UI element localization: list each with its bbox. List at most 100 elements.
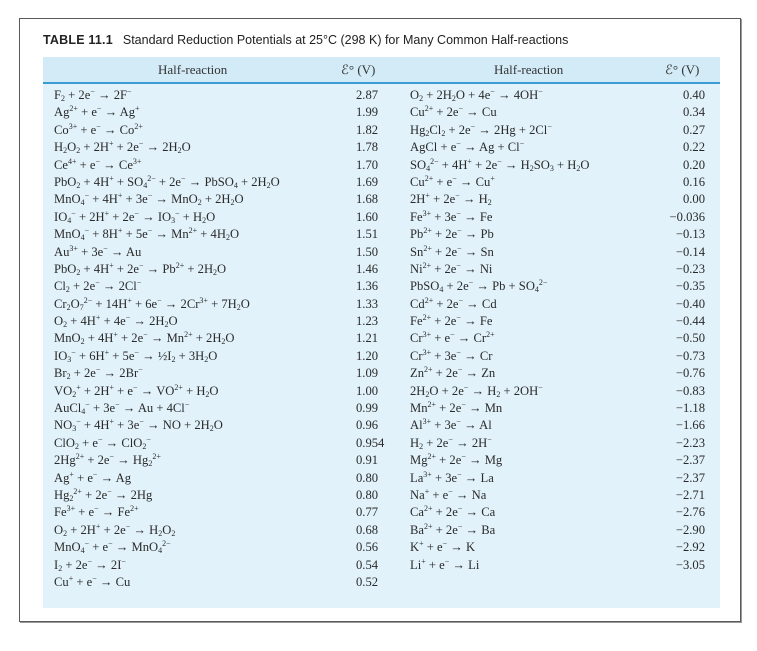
potential-cell: −2.76 [675,505,705,520]
potential-cell: 0.16 [682,174,705,189]
potential-cell: −2.92 [675,540,705,555]
half-reaction-cell: K+ + e− → K [410,539,476,555]
potential-cell: 1.50 [356,244,379,259]
table-row: Cu+ + e− → Cu 0.52 [43,574,720,591]
potential-cell: −2.37 [675,470,705,485]
half-reaction-cell: Sn2+ + 2e− → Sn [410,243,494,259]
table-row: VO2+ + 2H+ + e− → VO2+ + H2O 1.00 2H2O + 2… [43,383,720,400]
table-row: Co3+ + e− → Co2+ 1.82 Hg2Cl2 + 2e− → 2Hg +… [43,122,720,139]
potential-cell: 1.99 [356,105,379,120]
potential-cell: −0.76 [675,366,705,381]
table-row: Hg22+ + 2e− → 2Hg 0.80 Na+ + e− → Na −2.71 [43,487,720,504]
potential-cell: 0.99 [356,401,379,416]
table-number: TABLE 11.1 [43,33,113,47]
table-row: Br2 + 2e− → 2Br− 1.09 Zn2+ + 2e− → Zn −0.76 [43,365,720,382]
potential-cell: 0.80 [356,470,379,485]
potential-cell: 0.34 [682,105,705,120]
half-reaction-cell: MnO4− + e− → MnO42− [54,539,171,556]
potential-cell: −0.83 [675,383,705,398]
potential-cell: 0.22 [682,140,705,155]
header-potential-left: ℰ° (V) [341,62,376,77]
potential-cell: 1.00 [356,383,379,398]
table-row: 2Hg2+ + 2e− → Hg22+ 0.91 Mg2+ + 2e− → Mg −2… [43,452,720,469]
half-reaction-cell: O2 + 4H+ + 4e− → 2H2O [54,313,178,330]
table-row: F2 + 2e− → 2F− 2.87 O2 + 2H2O + 4e− → 4OH−… [43,87,720,104]
potential-cell: −2.23 [675,435,705,450]
table-row: IO3− + 6H+ + 5e− → ½I2 + 3H2O 1.20 Cr3+ + … [43,348,720,365]
potential-cell: −0.14 [675,244,705,259]
half-reaction-cell: VO2+ + 2H+ + e− → VO2+ + H2O [54,382,219,399]
potential-cell: 0.80 [356,487,379,502]
half-reaction-cell: Ce4+ + e− → Ce3+ [54,156,142,172]
half-reaction-cell: Fe3+ + 3e− → Fe [410,208,493,224]
half-reaction-cell: MnO4− + 8H+ + 5e− → Mn2+ + 4H2O [54,226,240,243]
half-reaction-cell: PbO2 + 4H+ + 2e− → Pb2+ + 2H2O [54,260,227,277]
half-reaction-cell: 2H+ + 2e− → H2 [410,191,492,208]
table-row: NO3− + 4H+ + 3e− → NO + 2H2O 0.96 Al3+ + 3… [43,417,720,434]
half-reaction-cell: Cr2O72− + 14H+ + 6e− → 2Cr3+ + 7H2O [54,295,250,312]
table-caption: TABLE 11.1 Standard Reduction Potentials … [43,33,568,47]
potential-cell: 1.60 [356,209,379,224]
potential-cell: 0.20 [682,157,705,172]
potential-cell: −0.35 [675,279,705,294]
half-reaction-cell: O2 + 2H+ + 2e− → H2O2 [54,521,176,538]
half-reaction-cell: Fe3+ + e− → Fe2+ [54,504,139,520]
half-reaction-cell: AgCl + e− → Ag + Cl− [410,139,525,155]
potential-cell: 0.40 [682,88,705,102]
half-reaction-cell: Cu2+ + 2e− → Cu [410,104,497,120]
half-reaction-cell: H2O2 + 2H+ + 2e− → 2H2O [54,139,191,156]
half-reaction-cell: 2Hg2+ + 2e− → Hg22+ [54,452,161,469]
half-reaction-cell: Cu+ + e− → Cu [54,573,131,589]
header-half-reaction-left: Half-reaction [158,62,228,77]
half-reaction-cell: Mg2+ + 2e− → Mg [410,452,503,468]
potential-cell: −2.90 [675,522,705,537]
potential-cell: 0.91 [356,453,379,468]
half-reaction-cell: MnO4− + 4H+ + 3e− → MnO2 + 2H2O [54,191,244,208]
half-reaction-cell: Br2 + 2e− → 2Br− [54,365,143,382]
half-reaction-cell: Hg2Cl2 + 2e− → 2Hg + 2Cl− [410,121,552,138]
half-reaction-cell: IO4− + 2H+ + 2e− → IO3− + H2O [54,208,216,225]
potential-cell: 1.20 [356,348,379,363]
potential-cell: 1.78 [356,140,379,155]
potential-cell: −0.44 [675,314,705,329]
table-row: ClO2 + e− → ClO2− 0.954 H2 + 2e− → 2H− −2.2… [43,435,720,452]
half-reaction-cell: PbSO4 + 2e− → Pb + SO42− [410,278,548,295]
half-reaction-cell: Ca2+ + 2e− → Ca [410,504,496,520]
table-row: I2 + 2e− → 2I− 0.54 Li+ + e− → Li −3.05 [43,557,720,574]
half-reaction-cell: Cd2+ + 2e− → Cd [410,295,497,311]
potential-cell: −0.50 [675,331,705,346]
potential-cell: 0.27 [682,122,705,137]
potential-cell: 1.68 [356,192,379,207]
half-reaction-cell: PbO2 + 4H+ + SO42− + 2e− → PbSO4 + 2H2O [54,173,280,190]
half-reaction-cell: Na+ + e− → Na [410,486,487,502]
table-row: MnO4− + e− → MnO42− 0.56 K+ + e− → K −2.92 [43,539,720,556]
table-row: Cl2 + 2e− → 2Cl− 1.36 PbSO4 + 2e− → Pb + S… [43,278,720,295]
half-reaction-cell: Mn2+ + 2e− → Mn [410,400,503,416]
half-reaction-cell: Al3+ + 3e− → Al [410,417,492,433]
half-reaction-cell: NO3− + 4H+ + 3e− → NO + 2H2O [54,417,223,434]
half-reaction-cell: MnO2 + 4H+ + 2e− → Mn2+ + 2H2O [54,330,235,347]
potential-cell: 1.46 [356,261,379,276]
table-row: MnO4− + 4H+ + 3e− → MnO2 + 2H2O 1.68 2H+ +… [43,191,720,208]
table-row: O2 + 2H+ + 2e− → H2O2 0.68 Ba2+ + 2e− → Ba… [43,522,720,539]
potential-cell: −0.13 [675,227,705,242]
half-reaction-cell: Au3+ + 3e− → Au [54,243,142,259]
half-reaction-cell: Cr3+ + 3e− → Cr [410,347,493,363]
table-row: PbO2 + 4H+ + 2e− → Pb2+ + 2H2O 1.46 Ni2+ +… [43,261,720,278]
half-reaction-cell: ClO2 + e− → ClO2− [54,434,151,451]
potential-cell: −3.05 [675,557,705,572]
table-row: O2 + 4H+ + 4e− → 2H2O 1.23 Fe2+ + 2e− → Fe… [43,313,720,330]
potential-cell: 2.87 [356,88,379,102]
table-row: AuCl4− + 3e− → Au + 4Cl− 0.99 Mn2+ + 2e− →… [43,400,720,417]
table-panel: Half-reaction ℰ° (V) Half-reaction ℰ° (V… [43,57,720,608]
potential-cell: −2.71 [675,487,705,502]
half-reaction-cell: Hg22+ + 2e− → 2Hg [54,486,153,503]
potential-cell: 1.70 [356,157,379,172]
half-reaction-cell: H2 + 2e− → 2H− [410,434,492,451]
table-row: Ag2+ + e− → Ag+ 1.99 Cu2+ + 2e− → Cu 0.34 [43,104,720,121]
half-reaction-cell: Li+ + e− → Li [410,556,480,572]
half-reaction-cell: Fe2+ + 2e− → Fe [410,313,493,329]
table-row: Au3+ + 3e− → Au 1.50 Sn2+ + 2e− → Sn −0.14 [43,244,720,261]
potential-cell: −0.73 [675,348,705,363]
table-row: MnO4− + 8H+ + 5e− → Mn2+ + 4H2O 1.51 Pb2+ … [43,226,720,243]
